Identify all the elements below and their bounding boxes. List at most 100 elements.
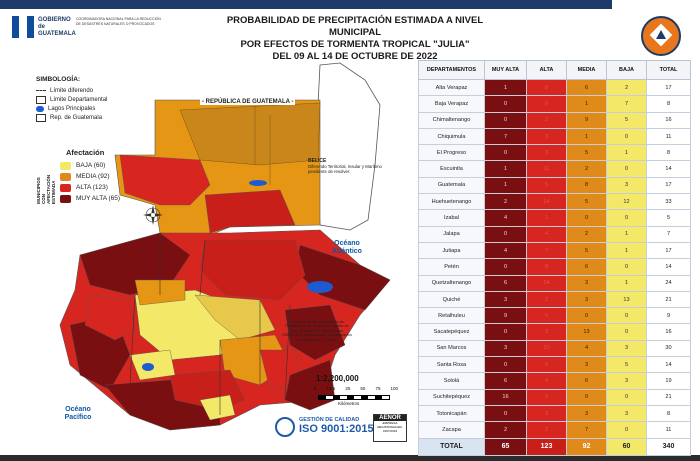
value-cell: 0 [606, 421, 647, 439]
table-row: Jalapa 0 4 2 1 7 [418, 225, 691, 243]
value-cell: 0 [484, 404, 527, 423]
table-row: Suchitepéquez 16 5 0 0 21 [418, 388, 691, 406]
value-cell: 11 [646, 421, 691, 439]
legend-swatch [60, 161, 71, 170]
table-row: Alta Verapaz 1 8 6 2 17 [418, 78, 691, 97]
table-row: Retalhuleu 9 0 0 0 9 [418, 307, 691, 325]
value-cell: 9 [646, 307, 691, 325]
value-cell: 30 [646, 339, 691, 358]
col-header: BAJA [606, 60, 647, 80]
value-cell: 5 [526, 176, 567, 195]
value-cell: 0 [606, 209, 647, 227]
simbologia-legend: SIMBOLOGÍA: Límite diferendo Límite Depa… [36, 76, 107, 122]
department-cell: Quetzaltenango [418, 274, 485, 292]
legend-item-muy-alta: MUY ALTA (65) [60, 193, 120, 204]
value-cell: 0 [484, 111, 527, 129]
lake-icon [36, 105, 44, 112]
department-cell: Quiché [418, 290, 485, 309]
value-cell: 1 [606, 274, 647, 292]
table-row: Sacatepéquez 0 3 13 0 16 [418, 323, 691, 341]
scale-bar [318, 395, 390, 400]
value-cell: 6 [566, 258, 607, 276]
value-cell: 1 [606, 144, 647, 162]
dept-boundaries [129, 233, 291, 415]
value-cell: 3 [606, 404, 647, 423]
probability-table: DEPARTAMENTOS MUY ALTA ALTA MEDIA BAJA T… [418, 60, 691, 456]
ocean-atlantic-label: Océano Atlántico [332, 240, 362, 255]
value-cell: 0 [606, 388, 647, 406]
value-cell: 14 [646, 160, 691, 178]
dashed-line-icon [36, 90, 46, 91]
value-cell: 17 [646, 241, 691, 260]
value-cell: 4 [566, 339, 607, 358]
department-cell: Jalapa [418, 225, 485, 243]
value-cell: 2 [526, 290, 567, 309]
value-cell: 92 [566, 437, 607, 456]
value-cell: 7 [526, 241, 567, 260]
title-line-3: DEL 09 AL 14 DE OCTUBRE DE 2022 [272, 51, 438, 62]
value-cell: 6 [484, 372, 527, 390]
department-cell: Escuintla [418, 160, 485, 178]
value-cell: 19 [646, 372, 691, 390]
ocean-pacific-label: Océano Pacífico [64, 406, 92, 421]
value-cell: 0 [606, 307, 647, 325]
logo-title: GOBIERNO de GUATEMALA [38, 17, 76, 37]
value-cell: 6 [566, 78, 607, 97]
value-cell: 0 [606, 323, 647, 341]
value-cell: 16 [646, 323, 691, 341]
value-cell: 0 [484, 144, 527, 162]
value-cell: 17 [646, 176, 691, 195]
value-cell: 8 [526, 258, 567, 276]
value-cell: 2 [484, 193, 527, 211]
peten-north [179, 102, 321, 166]
value-cell: 7 [484, 127, 527, 146]
value-cell: 3 [606, 372, 647, 390]
iso-certification: GESTIÓN DE CALIDAD ISO 9001:2015 [275, 417, 375, 439]
simbologia-title: SIMBOLOGÍA: [36, 76, 81, 83]
alta-verapaz-region [199, 239, 306, 301]
simbologia-item: Lagos Principales [36, 104, 107, 113]
value-cell: 21 [646, 388, 691, 406]
value-cell: 3 [526, 144, 567, 162]
value-cell: 0 [566, 388, 607, 406]
value-cell: 11 [646, 127, 691, 146]
san-marcos-region [84, 294, 136, 341]
value-cell: 3 [566, 274, 607, 292]
value-cell: 5 [526, 388, 567, 406]
compass-icon [143, 205, 163, 225]
value-cell: 65 [484, 437, 527, 456]
top-bar-end [612, 0, 700, 9]
legend-item-media: MEDIA (92) [60, 171, 120, 182]
title-line-1: PROBABILIDAD DE PRECIPITACIÓN ESTIMADA A… [226, 15, 484, 38]
value-cell: 0 [606, 127, 647, 146]
belize-region [315, 62, 381, 231]
department-cell: Izabal [418, 209, 485, 227]
department-cell: Alta Verapaz [418, 78, 485, 97]
value-cell: 6 [484, 274, 527, 292]
value-cell: 1 [566, 127, 607, 146]
table-row: Quiché 3 2 3 13 21 [418, 290, 691, 309]
value-cell: 7 [566, 421, 607, 439]
table-row: Sololá 6 4 6 3 19 [418, 372, 691, 390]
value-cell: 123 [526, 437, 567, 456]
value-cell: 4 [526, 225, 567, 243]
aenor-badge: AENOR EMPRESA REGISTRADA ER-0167/2019 [373, 414, 407, 442]
table-row: Quetzaltenango 6 14 3 1 24 [418, 274, 691, 292]
col-header: DEPARTAMENTOS [418, 60, 485, 80]
department-cell: Totonicapán [418, 404, 485, 423]
guatemala-map [59, 62, 391, 431]
simbologia-item: Límite Departamental [36, 95, 107, 104]
value-cell: 1 [484, 176, 527, 195]
iso-icon [275, 417, 295, 437]
value-cell: 5 [606, 111, 647, 129]
table-total-row: TOTAL 65 123 92 60 340 [418, 437, 691, 456]
scale-ticks: 0 12.5 25 50 75 100 [314, 386, 398, 391]
value-cell: 5 [566, 241, 607, 260]
department-cell: Suchitepéquez [418, 388, 485, 406]
value-cell: 4 [526, 372, 567, 390]
table-row: Chiquimula 7 3 1 0 11 [418, 127, 691, 146]
bottom-bar [0, 455, 700, 461]
value-cell: 4 [484, 209, 527, 227]
peten-limit [254, 105, 271, 185]
lago-izabal [307, 281, 333, 293]
